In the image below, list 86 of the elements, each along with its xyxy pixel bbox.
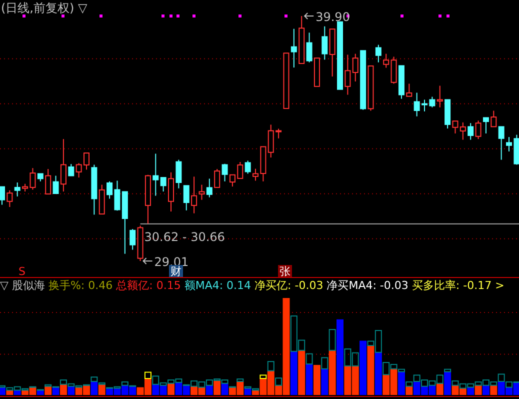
text: 总额亿: 0.15: [115, 279, 181, 292]
text: S: [18, 265, 26, 278]
candlestick: [0, 186, 5, 206]
bar: [367, 346, 374, 395]
bar: [90, 381, 98, 395]
bar: [328, 350, 336, 395]
candlestick: [383, 53, 390, 68]
candlestick: [45, 168, 52, 194]
bar: [444, 372, 452, 395]
candlestick: [290, 28, 297, 68]
bar: [444, 368, 452, 372]
candlestick: [206, 178, 212, 198]
bar: [275, 378, 282, 386]
bar: [90, 376, 98, 382]
candlestick: [152, 153, 159, 196]
band-label: 30.62 - 30.66: [144, 230, 225, 244]
candlestick: [498, 126, 504, 160]
bar: [336, 319, 344, 395]
candlestick: [176, 159, 182, 189]
bar: [236, 378, 244, 382]
text: 额MA4: 0.14: [184, 279, 252, 292]
bar: [321, 357, 328, 370]
bar: [60, 384, 67, 395]
candlestick: [322, 26, 328, 60]
bar: [474, 385, 482, 395]
bar: [313, 364, 320, 395]
candlestick: [52, 175, 59, 194]
text: >: [495, 279, 504, 292]
candlestick: [222, 163, 228, 182]
bar: [290, 351, 298, 395]
text: 张: [280, 265, 290, 278]
bar: [168, 383, 175, 395]
candlestick: [183, 185, 190, 211]
candlestick: [130, 228, 136, 250]
chart-title: (日线,前复权) ▽: [1, 1, 88, 15]
bar: [490, 385, 498, 395]
candlestick: [482, 117, 489, 134]
bar: [360, 340, 367, 395]
bar: [306, 353, 313, 364]
candlestick: [406, 83, 412, 97]
text: 财: [170, 265, 182, 278]
bar: [98, 384, 106, 395]
candlestick: [14, 182, 20, 197]
text: 买多比率: -0.17: [412, 279, 492, 292]
bar: [206, 385, 213, 395]
bar: [321, 368, 328, 395]
text: 净买亿: -0.03: [254, 279, 324, 292]
candlestick: [475, 120, 482, 140]
candlestick: [490, 110, 497, 128]
candlestick: [191, 176, 198, 214]
candlestick: [390, 56, 397, 84]
candlestick: [244, 160, 251, 174]
text: ▽ 股似海: [0, 279, 45, 292]
annotation: 39.90: [316, 10, 350, 24]
bar: [398, 372, 405, 395]
candlestick: [352, 53, 358, 82]
text: 净买MA4: -0.03: [326, 279, 408, 292]
bar: [267, 361, 274, 372]
candlestick: [436, 85, 443, 108]
bar: [244, 388, 252, 395]
candlestick: [168, 172, 174, 212]
bar: [482, 385, 490, 395]
candlestick: [306, 32, 312, 63]
candlestick: [60, 138, 66, 192]
candlestick: [160, 177, 166, 192]
candlestick: [375, 44, 382, 63]
bar: [374, 352, 382, 395]
candlestick: [452, 120, 458, 134]
bar: [306, 364, 313, 395]
candlestick: [214, 168, 220, 188]
bar: [467, 387, 474, 395]
bar: [436, 383, 444, 395]
bar: [260, 374, 267, 380]
bar: [214, 380, 221, 395]
candlestick: [460, 122, 466, 140]
candlestick: [198, 184, 205, 200]
text: 换手%: 0.46: [48, 279, 113, 292]
bar: [144, 372, 152, 380]
bar: [98, 382, 106, 385]
bar: [221, 383, 228, 395]
bar: [298, 350, 306, 395]
candlestick: [344, 54, 351, 96]
candlestick: [68, 164, 74, 176]
bar: [328, 329, 336, 351]
candlestick: [468, 122, 474, 140]
candlestick: [6, 190, 13, 208]
